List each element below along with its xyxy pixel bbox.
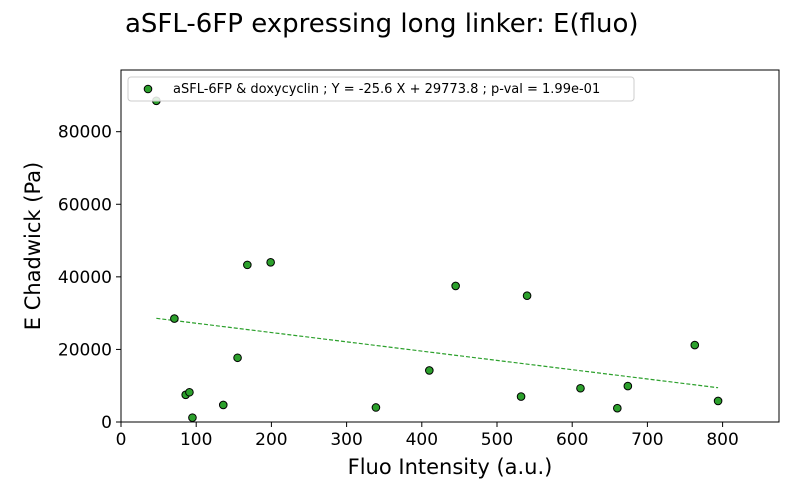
plot-frame — [120, 69, 780, 423]
data-point — [713, 396, 723, 406]
data-point — [690, 340, 700, 350]
data-point — [233, 353, 242, 363]
plot-area — [152, 96, 723, 422]
legend: aSFL-6FP & doxycyclin ; Y = -25.6 X + 29… — [127, 76, 635, 102]
data-point — [266, 258, 275, 267]
data-point — [185, 387, 194, 397]
data-point — [218, 400, 228, 410]
x-tick-label: 200 — [255, 430, 287, 450]
y-tick-label: 80000 — [58, 123, 112, 143]
data-point — [522, 291, 532, 301]
chart-title: aSFL-6FP expressing long linker: E(fluo) — [125, 9, 639, 39]
x-tick-label: 400 — [406, 430, 438, 450]
data-point — [371, 403, 381, 412]
x-tick-label: 800 — [706, 430, 738, 450]
x-axis-label: Fluo Intensity (a.u.) — [348, 455, 553, 479]
data-point — [451, 281, 460, 291]
x-tick-label: 700 — [631, 430, 663, 450]
data-point — [243, 260, 252, 270]
regression-line — [156, 317, 719, 389]
data-point — [516, 392, 526, 401]
x-tick-label: 300 — [330, 430, 362, 450]
data-point — [425, 366, 434, 375]
legend-marker — [143, 84, 153, 94]
y-tick-label: 40000 — [58, 268, 112, 288]
data-point — [576, 383, 585, 393]
x-tick-label: 100 — [180, 430, 212, 450]
data-point — [613, 403, 622, 413]
data-point — [623, 381, 633, 391]
y-tick-label: 0 — [101, 413, 112, 433]
x-tick-label: 500 — [481, 430, 513, 450]
legend-label: aSFL-6FP & doxycyclin ; Y = -25.6 X + 29… — [173, 82, 600, 97]
y-tick-label: 60000 — [58, 195, 112, 215]
y-axis-label: E Chadwick (Pa) — [21, 162, 45, 330]
y-tick-label: 20000 — [58, 340, 112, 360]
x-tick-label: 600 — [556, 430, 588, 450]
data-point — [188, 413, 197, 422]
y-axis: 0 20000 40000 60000 80000 — [58, 123, 121, 433]
legend-box — [127, 76, 635, 102]
data-point — [170, 314, 179, 323]
x-tick-label: 0 — [116, 430, 127, 450]
x-axis: 0 100 200 300 400 500 600 700 800 — [116, 422, 739, 450]
